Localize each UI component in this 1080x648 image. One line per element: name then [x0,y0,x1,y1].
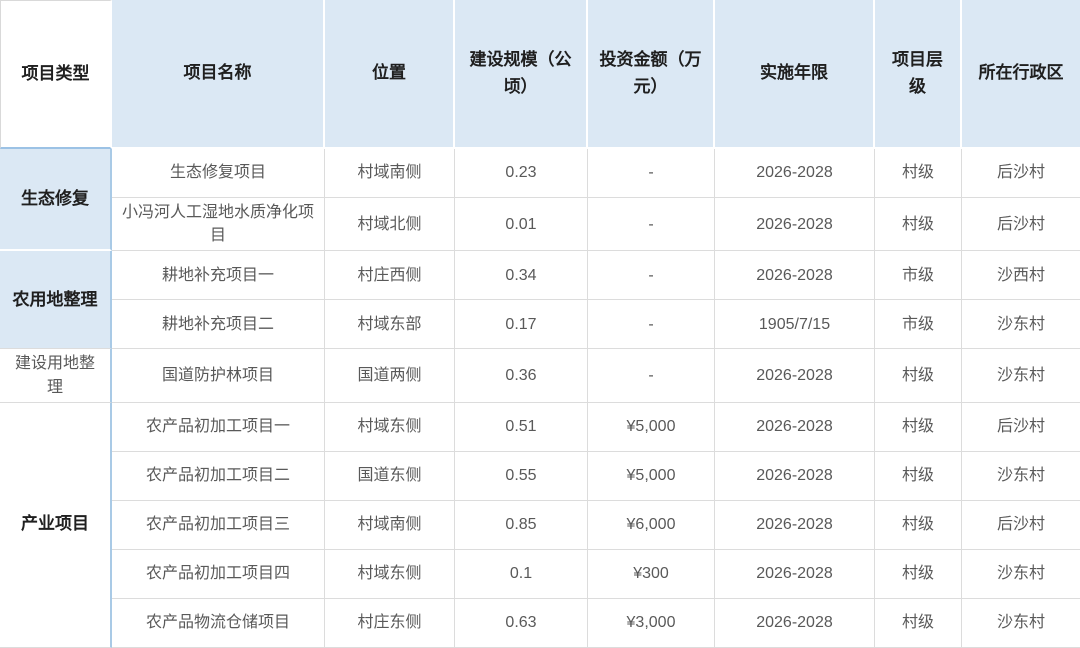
cell-location: 村域东部 [325,300,455,350]
table-row: 农用地整理 耕地补充项目一 村庄西侧 0.34-2026-2028 市级 沙西村 [0,251,1080,350]
cell-investment: - [588,198,715,252]
table-row: 产业项目 农产品初加工项目一 村域东侧 0.51 ¥5,000 2026-2028 村级 后沙… [0,402,1080,648]
cell-name: 国道防护林项目 [112,349,325,403]
table-row: 建设用地整理 国道防护林项目 国道两侧 0.36-2026-2028 村级 沙东村 [0,349,1080,403]
cell-years: 2026-2028 [715,549,875,599]
cell-district: 沙西村 [962,251,1080,301]
table-row: 农产品初加工项目二 国道东侧 0.55 ¥5,000 2026-2028 村级 沙东村 [0,451,1080,501]
cell-scale: 0.36 [455,349,588,403]
cell-level: 村级 [875,402,962,452]
cell-years: 2026-2028 [715,598,875,648]
cell-district: 后沙村 [962,149,1080,198]
cell-level: 村级 [875,198,962,252]
column-header-location: 位置 [325,0,455,149]
cell-scale: 0.55 [455,451,588,501]
table-row: 生态修复 生态修复项目 村域南侧 0.23-2026-2028 村级 后沙村 [0,149,1080,252]
cell-investment: - [588,149,715,198]
cell-years: 2026-2028 [715,251,875,301]
cell-scale: 0.85 [455,500,588,550]
cell-scale: 0.34 [455,251,588,301]
column-header-investment: 投资金额（万元） [588,0,715,149]
cell-years: 2026-2028 [715,402,875,452]
cell-scale: 0.63 [455,598,588,648]
table-row: 耕地补充项目二 村域东部 0.17-1905/7/15 市级 沙东村 [0,300,1080,350]
cell-level: 市级 [875,300,962,350]
cell-years: 2026-2028 [715,349,875,403]
column-header-level: 项目层级 [875,0,962,149]
cell-location: 村域东侧 [325,402,455,452]
cell-district: 沙东村 [962,451,1080,501]
table-header: 项目类型 项目名称 位置 建设规模（公顷） 投资金额（万元） 实施年限 项目层级 所在行政区 [0,0,1080,149]
column-header-years: 实施年限 [715,0,875,149]
cell-name: 生态修复项目 [112,149,325,198]
cell-location: 村庄东侧 [325,598,455,648]
cell-district: 沙东村 [962,549,1080,599]
cell-location: 国道东侧 [325,451,455,501]
cell-years: 2026-2028 [715,500,875,550]
cell-location: 村域南侧 [325,149,455,198]
group-cell-industry-projects: 产业项目 [0,402,112,648]
cell-name: 耕地补充项目二 [112,300,325,350]
cell-investment: ¥5,000 [588,451,715,501]
cell-location: 村域东侧 [325,549,455,599]
group-cell-farmland-consolidation: 农用地整理 [0,251,112,350]
cell-scale: 0.17 [455,300,588,350]
cell-district: 沙东村 [962,300,1080,350]
table-row: 农产品初加工项目四 村域东侧 0.1 ¥300 2026-2028 村级 沙东村 [0,549,1080,599]
cell-investment: ¥6,000 [588,500,715,550]
cell-level: 村级 [875,149,962,198]
cell-location: 国道两侧 [325,349,455,403]
cell-level: 市级 [875,251,962,301]
cell-investment: - [588,300,715,350]
cell-years: 1905/7/15 [715,300,875,350]
cell-name: 农产品初加工项目二 [112,451,325,501]
cell-district: 后沙村 [962,500,1080,550]
cell-scale: 0.01 [455,198,588,252]
cell-years: 2026-2028 [715,198,875,252]
cell-name: 农产品物流仓储项目 [112,598,325,648]
cell-level: 村级 [875,451,962,501]
cell-name: 耕地补充项目一 [112,251,325,301]
column-header-scale: 建设规模（公顷） [455,0,588,149]
column-header-name: 项目名称 [112,0,325,149]
cell-level: 村级 [875,598,962,648]
cell-name: 农产品初加工项目一 [112,402,325,452]
cell-level: 村级 [875,500,962,550]
group-cell-eco-restoration: 生态修复 [0,149,112,252]
cell-years: 2026-2028 [715,149,875,198]
cell-location: 村庄西侧 [325,251,455,301]
cell-name: 小冯河人工湿地水质净化项目 [112,198,325,252]
table-body: 生态修复 生态修复项目 村域南侧 0.23-2026-2028 村级 后沙村 小冯河人工湿地… [0,149,1080,648]
cell-district: 后沙村 [962,198,1080,252]
header-row: 项目类型 项目名称 位置 建设规模（公顷） 投资金额（万元） 实施年限 项目层级 所在行政区 [0,0,1080,149]
table-row: 农产品初加工项目三 村域南侧 0.85 ¥6,000 2026-2028 村级 后沙村 [0,500,1080,550]
column-header-district: 所在行政区 [962,0,1080,149]
cell-scale: 0.23 [455,149,588,198]
cell-scale: 0.51 [455,402,588,452]
group-cell-construction-land-consolidation: 建设用地整理 [0,349,112,403]
cell-location: 村域北侧 [325,198,455,252]
column-header-type: 项目类型 [0,0,112,149]
cell-level: 村级 [875,349,962,403]
cell-location: 村域南侧 [325,500,455,550]
cell-district: 后沙村 [962,402,1080,452]
table-row: 农产品物流仓储项目 村庄东侧 0.63 ¥3,000 2026-2028 村级 沙东村 [0,598,1080,648]
cell-level: 村级 [875,549,962,599]
cell-investment: - [588,349,715,403]
cell-investment: ¥3,000 [588,598,715,648]
cell-years: 2026-2028 [715,451,875,501]
cell-name: 农产品初加工项目三 [112,500,325,550]
cell-district: 沙东村 [962,349,1080,403]
table-row: 小冯河人工湿地水质净化项目 村域北侧 0.01-2026-2028 村级 后沙村 [0,198,1080,252]
cell-investment: - [588,251,715,301]
cell-investment: ¥5,000 [588,402,715,452]
cell-district: 沙东村 [962,598,1080,648]
cell-name: 农产品初加工项目四 [112,549,325,599]
cell-investment: ¥300 [588,549,715,599]
cell-scale: 0.1 [455,549,588,599]
